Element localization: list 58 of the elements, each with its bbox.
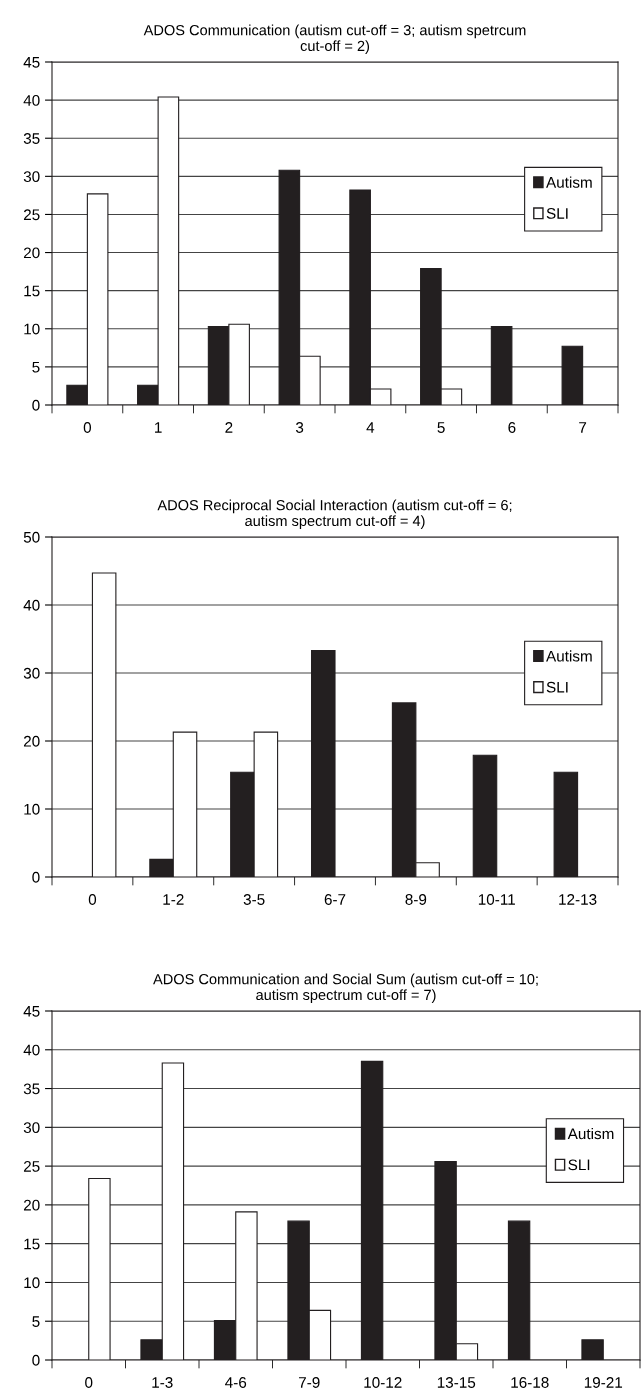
x-tick-label: 8-9 bbox=[405, 894, 427, 905]
legend-label: Autism bbox=[546, 176, 592, 188]
x-tick-label: 19-21 bbox=[584, 1377, 623, 1388]
x-tick-label: 6-7 bbox=[324, 894, 346, 905]
y-tick-label: 45 bbox=[23, 1006, 40, 1017]
chart-title: ADOS Communication and Social Sum (autism cut-off = 10; autism spectrum cut-off = 7) bbox=[153, 973, 538, 1003]
y-tick-label: 20 bbox=[23, 247, 40, 259]
x-tick-label: 7 bbox=[579, 422, 587, 433]
y-tick-label: 10 bbox=[24, 803, 40, 815]
x-tick-label: 10-11 bbox=[478, 894, 515, 905]
y-tick-label: 5 bbox=[32, 361, 40, 373]
x-tick-label: 5 bbox=[437, 422, 445, 433]
y-tick-label: 30 bbox=[23, 1122, 40, 1134]
x-tick-label: 4 bbox=[366, 422, 375, 433]
x-tick-label: 4-6 bbox=[225, 1377, 247, 1388]
x-tick-label: 3-5 bbox=[243, 894, 265, 905]
y-tick-label: 10 bbox=[24, 1277, 40, 1289]
x-tick-label: 1-2 bbox=[163, 894, 184, 905]
y-tick-label: 25 bbox=[23, 1160, 40, 1172]
chart-title: ADOS Communication (autism cut-off = 3; autism spetrcum cut-off = 2) bbox=[143, 24, 526, 54]
x-tick-label: 0 bbox=[85, 1377, 93, 1388]
x-tick-label: 7-9 bbox=[298, 1377, 320, 1388]
y-tick-label: 35 bbox=[23, 133, 40, 144]
x-tick-label: 1-3 bbox=[152, 1377, 173, 1388]
x-tick-label: 1 bbox=[155, 422, 162, 433]
y-tick-label: 40 bbox=[23, 1044, 40, 1056]
y-tick-label: 35 bbox=[23, 1083, 40, 1095]
x-tick-label: 2 bbox=[225, 422, 233, 433]
y-tick-label: 40 bbox=[23, 599, 40, 611]
y-tick-label: 15 bbox=[24, 285, 40, 297]
y-tick-label: 30 bbox=[23, 171, 40, 183]
y-tick-label: 5 bbox=[32, 1316, 40, 1327]
x-tick-label: 13-15 bbox=[437, 1377, 476, 1388]
y-tick-label: 30 bbox=[23, 667, 40, 679]
legend-label: SLI bbox=[546, 681, 568, 693]
y-tick-label: 20 bbox=[23, 1199, 40, 1211]
x-tick-label: 12-13 bbox=[559, 894, 597, 905]
y-tick-label: 0 bbox=[32, 1354, 40, 1366]
y-tick-label: 0 bbox=[32, 399, 40, 411]
x-tick-label: 16-18 bbox=[511, 1377, 549, 1388]
legend-label: Autism bbox=[546, 650, 592, 662]
x-tick-label: 0 bbox=[88, 894, 97, 905]
y-tick-label: 45 bbox=[23, 57, 40, 68]
legend-label: SLI bbox=[546, 208, 568, 219]
legend-label: Autism bbox=[567, 1127, 614, 1140]
y-tick-label: 15 bbox=[24, 1238, 40, 1250]
y-tick-label: 20 bbox=[23, 735, 40, 747]
x-tick-label: 0 bbox=[83, 422, 92, 433]
y-tick-label: 25 bbox=[23, 209, 40, 221]
x-tick-label: 6 bbox=[508, 422, 516, 433]
y-tick-label: 10 bbox=[24, 323, 40, 335]
y-tick-label: 50 bbox=[23, 531, 40, 543]
y-tick-label: 40 bbox=[23, 94, 40, 106]
x-tick-label: 10-12 bbox=[364, 1377, 402, 1388]
legend-label: SLI bbox=[568, 1159, 590, 1171]
y-tick-label: 0 bbox=[32, 871, 40, 883]
chart-title: ADOS Reciprocal Social Interaction (autism cut-off = 6; autism spectrum cut-off = 4) bbox=[157, 499, 512, 529]
x-tick-label: 3 bbox=[295, 422, 304, 433]
